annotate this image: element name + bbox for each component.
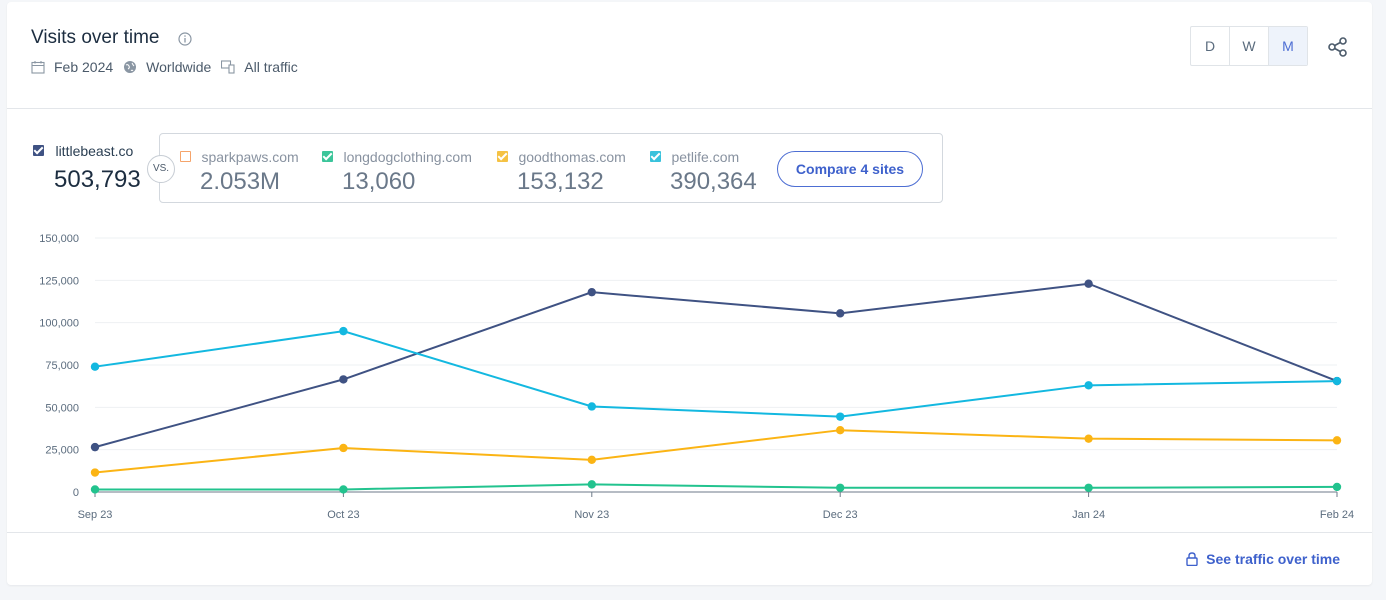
series-line [94,330,1338,418]
date-filter[interactable]: Feb 2024 [31,59,113,75]
data-point [1332,436,1342,445]
calendar-icon [31,61,45,74]
competitor-longdogclothing: longdogclothing.com 13,060 [322,148,472,195]
toggle-week[interactable]: W [1230,27,1269,65]
y-tick-label: 75,000 [45,360,79,372]
card-header: Visits over time Feb 2024 [7,2,1372,109]
competitor-goodthomas: goodthomas.com 153,132 [497,148,626,195]
traffic-filter[interactable]: All traffic [221,59,298,75]
y-tick-label: 125,000 [39,275,79,287]
primary-site-value: 503,793 [54,166,141,193]
data-point [339,375,348,384]
visits-card: Visits over time Feb 2024 [7,2,1372,585]
series-line [94,282,1338,449]
share-icon[interactable] [1327,36,1349,58]
data-point [836,425,845,435]
data-point [339,443,348,453]
region-filter[interactable]: Worldwide [123,59,211,75]
x-tick-label: Nov 23 [574,509,609,521]
data-point [90,442,100,452]
data-point [90,485,100,494]
competitor-checkbox[interactable] [180,151,191,163]
data-point [339,485,348,494]
data-point [587,480,596,489]
competitor-name: sparkpaws.com [201,148,299,165]
data-point [1332,376,1342,386]
see-traffic-label: See traffic over time [1206,551,1340,567]
data-point [90,468,100,477]
competitor-checkbox[interactable] [322,151,333,163]
data-point [587,455,596,465]
region-label: Worldwide [146,59,212,75]
meta-row: Feb 2024 Worldwide All traffic [31,59,308,75]
primary-site-name: littlebeast.co [55,142,134,159]
data-point [836,309,845,318]
see-traffic-link[interactable]: See traffic over time [1186,551,1340,567]
toggle-day[interactable]: D [1191,27,1230,65]
data-point [836,412,845,421]
data-point [1084,483,1093,492]
competitor-name: petlife.com [671,148,740,165]
competitors-box: sparkpaws.com 2.053M longdogclothing.com… [159,133,943,203]
competitor-checkbox[interactable] [650,151,661,163]
data-point [1332,482,1342,492]
competitor-name: goodthomas.com [518,148,626,165]
primary-site-checkbox[interactable] [33,145,44,157]
competitor-value: 2.053M [200,168,281,195]
card-footer: See traffic over time [7,532,1372,586]
series-line [94,429,1338,474]
data-point [1084,381,1093,390]
y-tick-label: 100,000 [39,318,79,330]
vs-badge: VS. [147,155,175,183]
competitor-value: 153,132 [517,168,604,195]
date-label: Feb 2024 [54,59,114,75]
x-tick-label: Dec 23 [823,509,858,521]
devices-icon [221,60,235,74]
primary-site: littlebeast.co 503,793 [33,142,141,193]
granularity-toggle: D W M [1190,26,1308,66]
data-point [587,287,596,297]
competitor-petlife: petlife.com 390,364 [650,148,757,195]
x-tick-label: Jan 24 [1072,509,1105,521]
info-icon[interactable] [178,32,192,46]
card-title: Visits over time [31,27,160,48]
x-tick-label: Oct 23 [327,509,359,521]
y-tick-label: 0 [73,487,79,499]
data-point [587,402,596,411]
toggle-month[interactable]: M [1269,27,1307,65]
competitor-value: 13,060 [342,168,416,195]
visits-line-chart: 0 25,000 50,000 75,000 100,000 125,000 150,000… [39,233,1354,521]
data-point [1084,279,1093,288]
competitor-name: longdogclothing.com [343,148,472,165]
compare-sites-button[interactable]: Compare 4 sites [777,151,923,187]
y-tick-label: 50,000 [45,402,79,414]
y-tick-label: 150,000 [39,233,79,245]
traffic-label: All traffic [244,59,298,75]
x-tick-label: Sep 23 [78,509,113,521]
lock-icon [1186,552,1198,566]
competitor-checkbox[interactable] [497,151,508,163]
competitor-sparkpaws: sparkpaws.com 2.053M [180,148,299,195]
globe-icon [124,61,137,73]
data-point [836,483,845,492]
data-point [339,326,348,336]
y-tick-label: 25,000 [45,445,79,457]
competitor-value: 390,364 [670,168,757,195]
data-point [1084,434,1093,443]
data-point [90,362,100,371]
series-line [95,483,1338,491]
x-tick-label: Feb 24 [1320,509,1354,521]
